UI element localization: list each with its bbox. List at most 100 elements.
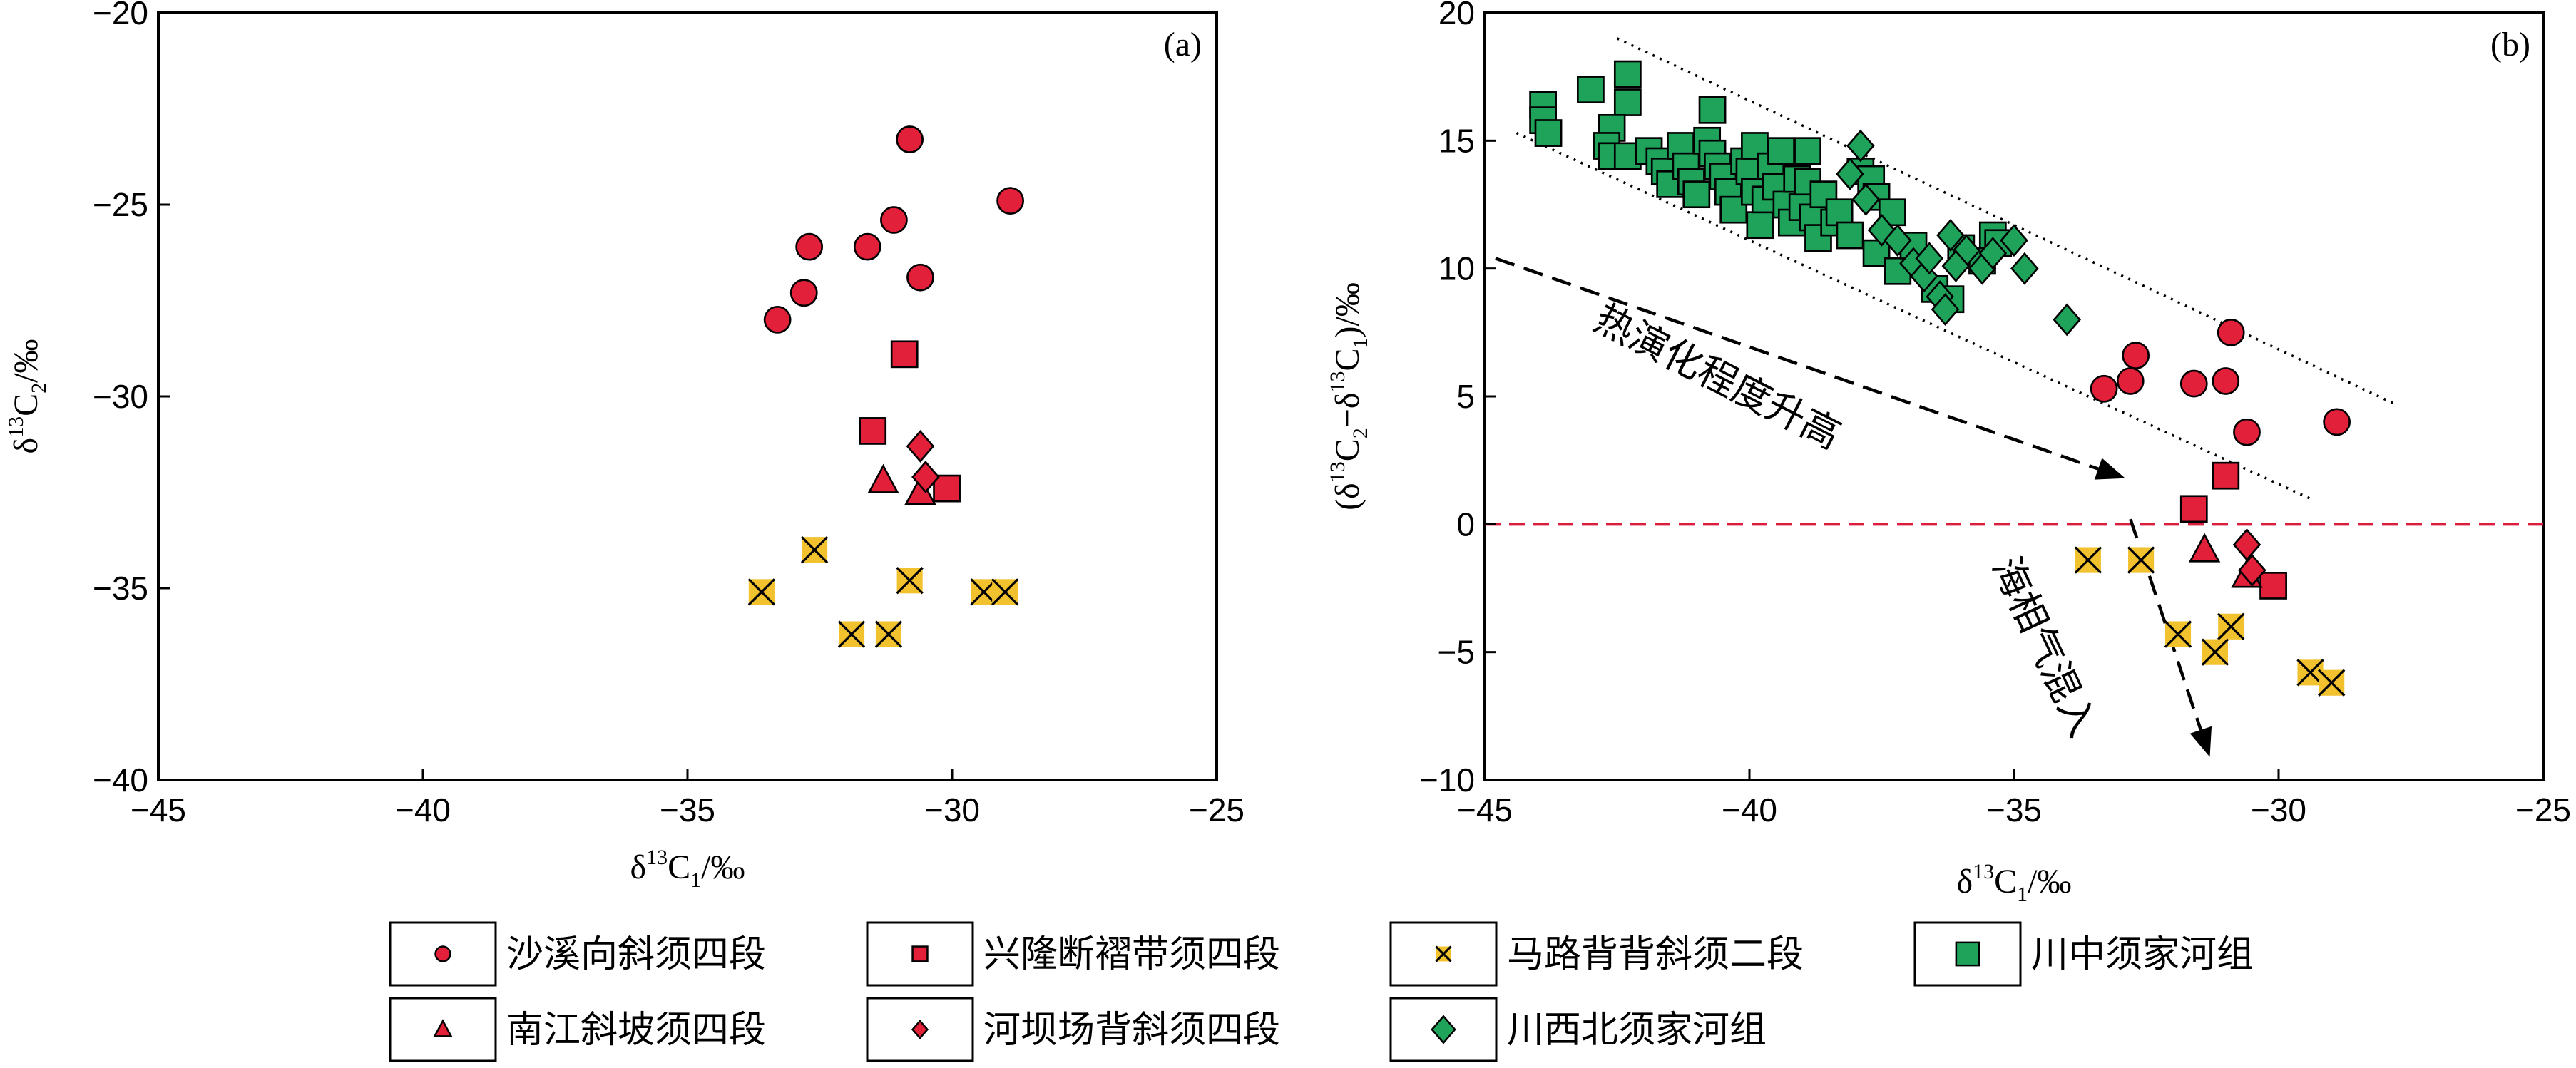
legend-entry-heba: 河坝场背斜须四段 [866, 997, 1280, 1062]
legend-marker-nanjiang [433, 1019, 453, 1037]
data-point-shaxi [2090, 374, 2118, 403]
data-point-chuanxibei [1836, 158, 1864, 190]
data-point-nanjiang [2188, 533, 2221, 563]
legend-entry-malu: 马路背背斜须二段 [1389, 921, 1804, 987]
data-point-chuanxibei [1936, 219, 1965, 252]
data-point-chuanzhong [1698, 96, 1727, 124]
data-point-chuanzhong [1534, 119, 1563, 147]
panel-b-tag: (b) [2490, 26, 2530, 63]
legend-label-nanjiang: 南江斜坡须四段 [506, 1009, 766, 1052]
data-point-shaxi [896, 125, 924, 153]
legend-marker-shaxi [434, 945, 451, 962]
data-point-shaxi [2323, 408, 2351, 436]
data-point-chuanzhong [1682, 180, 1711, 209]
data-point-shaxi [996, 187, 1024, 215]
data-point-shaxi [789, 279, 818, 307]
x-tick-label: −30 [924, 791, 980, 828]
data-point-shaxi [906, 263, 934, 292]
panel-b-ticks: −45 −40 −35 −30 −25 −10 −5 0 5 10 15 20 [1419, 0, 2571, 828]
data-point-xinglong [890, 340, 919, 369]
x-tick-label: −35 [660, 791, 715, 828]
data-point-chuanzhong [1825, 198, 1854, 227]
data-point-chuanzhong [1746, 211, 1774, 240]
data-point-chuanzhong [1809, 180, 1838, 209]
data-point-shaxi [2233, 418, 2261, 446]
data-point-shaxi [763, 306, 792, 334]
legend-entry-chuanzhong: 川中须家河组 [1913, 921, 2254, 987]
data-point-heba [2232, 528, 2261, 561]
data-point-malu [2127, 546, 2155, 574]
data-point-shaxi [853, 232, 881, 261]
data-point-malu [747, 578, 776, 606]
data-point-chuanzhong [1613, 60, 1642, 88]
data-point-chuanxibei [1941, 250, 1971, 283]
trend-guide-line [1616, 37, 2396, 406]
y-tick-label: −40 [93, 761, 148, 799]
data-point-chuanxibei [2000, 224, 2028, 257]
data-point-chuanxibei [1883, 224, 1912, 257]
data-point-shaxi [2116, 367, 2145, 395]
legend-marker-heba [911, 1019, 929, 1040]
legend-entry-shaxi: 沙溪向斜须四段 [389, 921, 766, 987]
panel-b-annotation-marine: 海相气混入 [1983, 550, 2105, 744]
panel-a-tag: (a) [1164, 26, 1202, 63]
data-point-xinglong [2179, 495, 2208, 523]
legend-marker-xinglong [911, 945, 929, 962]
legend-label-heba: 河坝场背斜须四段 [983, 1009, 1280, 1052]
legend-marker-malu [1435, 945, 1452, 962]
panel-a-ticks: −45 −40 −35 −30 −25−40−35−30−25−20 [93, 0, 1244, 828]
data-point-nanjiang [867, 463, 899, 493]
legend-swatch-box [1389, 997, 1498, 1062]
data-point-chuanzhong [1836, 221, 1864, 250]
x-tick-label: −30 [2251, 791, 2306, 828]
data-point-malu [2201, 638, 2229, 666]
legend-label-chuanzhong: 川中须家河组 [2031, 933, 2254, 976]
legend-entry-xinglong: 兴隆断褶带须四段 [866, 921, 1280, 987]
data-point-xinglong [859, 417, 887, 445]
legend-label-chuanxibei: 川西北须家河组 [1507, 1009, 1767, 1052]
x-tick-label: −35 [1986, 791, 2042, 828]
trend-arrow-head [2094, 458, 2125, 480]
legend-label-xinglong: 兴隆断褶带须四段 [983, 933, 1280, 976]
data-point-xinglong [2212, 461, 2240, 490]
panel-a-plot-frame [157, 11, 1218, 781]
data-point-shaxi [879, 206, 908, 234]
legend-label-shaxi: 沙溪向斜须四段 [506, 933, 766, 976]
data-point-chuanxibei [1846, 129, 1875, 163]
legend-label-malu: 马路背背斜须二段 [1507, 933, 1804, 976]
y-tick-label: −25 [93, 186, 148, 223]
panel-a-chart: −45 −40 −35 −30 −25−40−35−30−25−20 (a) δ13C1… [4, 0, 1244, 892]
trend-arrow-head [2189, 726, 2212, 757]
y-tick-label: 5 [1456, 378, 1475, 415]
y-tick-label: −20 [93, 0, 148, 31]
data-point-malu [896, 567, 924, 595]
data-point-heba [906, 430, 935, 463]
panel-a-points [747, 125, 1024, 648]
y-tick-label: −5 [1438, 634, 1475, 671]
data-point-malu [2217, 612, 2245, 640]
x-tick-label: −40 [1722, 791, 1777, 828]
panel-b-points [1529, 60, 2351, 697]
y-tick-label: −30 [93, 378, 148, 415]
panel-b-plot-frame [1483, 11, 2545, 781]
data-point-chuanzhong [1767, 137, 1795, 165]
x-tick-label: −40 [395, 791, 451, 828]
panel-b-annotation-thermal: 热演化程度升高 [1588, 296, 1848, 458]
data-point-malu [2074, 546, 2102, 574]
data-point-chuanzhong [1794, 137, 1822, 165]
panel-b-x-axis-label: δ13C1/‰ [1957, 860, 2072, 906]
data-point-chuanzhong [1577, 76, 1605, 103]
panel-b-y-axis-label: (δ13C2−δ13C1)/‰ [1326, 282, 1372, 510]
data-point-shaxi [2217, 318, 2245, 346]
data-point-chuanxibei [1978, 237, 2008, 270]
data-point-shaxi [2179, 369, 2208, 398]
data-point-chuanxibei [1915, 242, 1944, 275]
data-point-malu [2164, 620, 2192, 648]
data-point-shaxi [795, 232, 824, 261]
panel-b-chart: −45 −40 −35 −30 −25 −10 −5 0 5 10 15 20 (b) 热演化程度升高… [1326, 0, 2571, 906]
y-tick-label: −35 [93, 570, 148, 607]
x-tick-label: −25 [1189, 791, 1244, 828]
data-point-heba [911, 461, 940, 493]
data-point-malu [2318, 669, 2346, 697]
